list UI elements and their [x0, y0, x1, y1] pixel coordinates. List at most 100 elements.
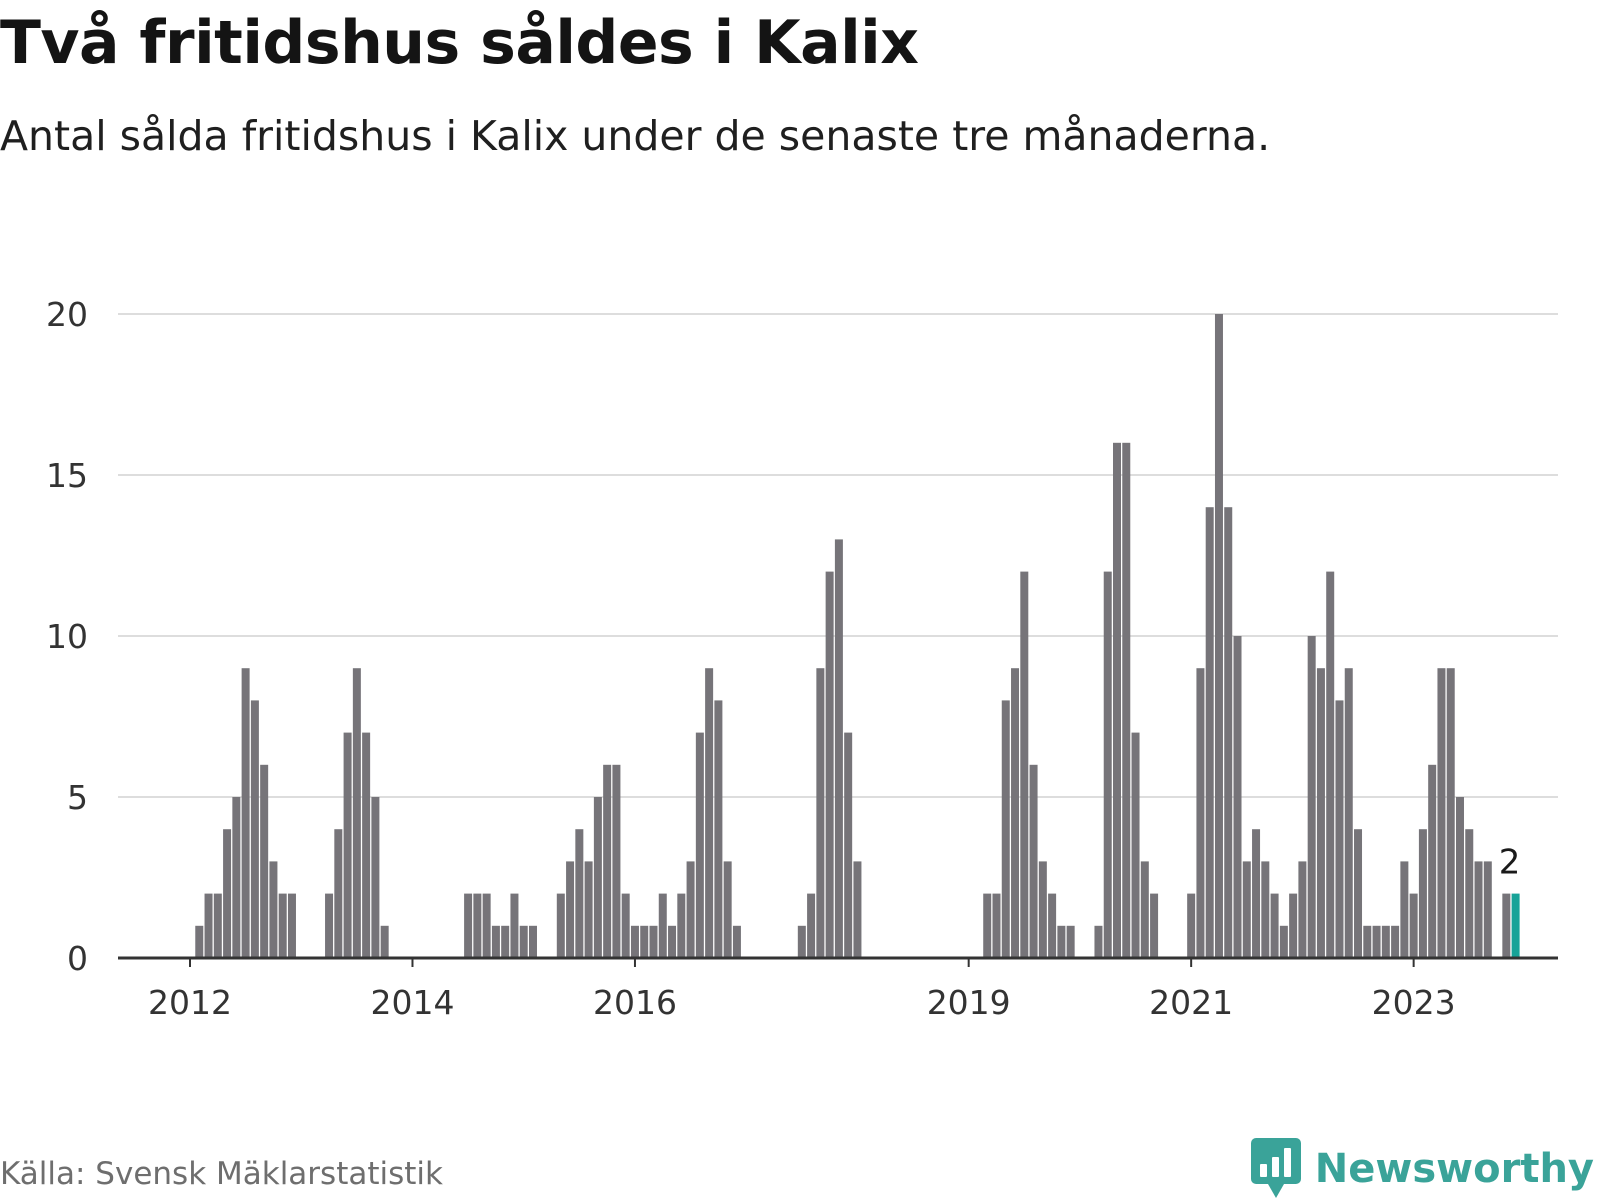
bar [1289, 893, 1298, 958]
bar [501, 925, 510, 958]
y-tick-label: 0 [67, 939, 88, 978]
bar [1113, 442, 1121, 958]
bar [714, 700, 723, 958]
bar [1465, 829, 1474, 958]
bar [844, 732, 853, 958]
bar [1103, 571, 1112, 958]
bar [269, 861, 278, 958]
y-tick-label: 5 [67, 778, 88, 817]
bar [1344, 668, 1353, 958]
source-note: Källa: Svensk Mäklarstatistik [0, 1156, 443, 1192]
bar [519, 925, 528, 958]
bar [1252, 829, 1261, 958]
bar [1446, 668, 1455, 958]
bar [1381, 925, 1390, 958]
x-tick-label: 2019 [927, 983, 1011, 1022]
bar [732, 925, 741, 958]
bar [1326, 571, 1335, 958]
bar [1455, 797, 1464, 958]
bar [807, 893, 816, 958]
bar [1307, 636, 1316, 958]
bar [1483, 861, 1492, 958]
chart-title: Två fritidshus såldes i Kalix [0, 8, 919, 78]
bar [213, 893, 222, 958]
bar [1242, 861, 1251, 958]
bar [612, 764, 621, 958]
bar [380, 925, 389, 958]
bar [1261, 861, 1270, 958]
y-tick-label: 20 [46, 295, 88, 334]
x-tick-label: 2012 [148, 983, 232, 1022]
bar [1140, 861, 1149, 958]
bar [853, 861, 862, 958]
bar [834, 539, 843, 958]
bar [649, 925, 658, 958]
bar [1048, 893, 1057, 958]
chart-subtitle: Antal sålda fritidshus i Kalix under de … [0, 112, 1271, 160]
bar [223, 829, 232, 958]
bar [1011, 668, 1020, 958]
bar [1437, 668, 1446, 958]
bar [1363, 925, 1372, 958]
bars [195, 314, 1520, 958]
bar [1391, 925, 1400, 958]
bar [575, 829, 584, 958]
bar [1020, 571, 1029, 958]
bar [334, 829, 343, 958]
bar [510, 893, 519, 958]
bar [1187, 893, 1196, 958]
bar [1001, 700, 1010, 958]
bar-highlight [1511, 893, 1520, 958]
bar [473, 893, 482, 958]
bar [621, 893, 630, 958]
bar [1094, 925, 1103, 958]
bar [1224, 507, 1233, 958]
bar [816, 668, 825, 958]
bar [983, 893, 992, 958]
bar [1066, 925, 1075, 958]
bar [992, 893, 1001, 958]
bar [204, 893, 213, 958]
y-tick-label: 15 [46, 456, 88, 495]
bar [1122, 442, 1131, 958]
bar [1214, 314, 1223, 958]
bar [640, 925, 649, 958]
bar [1029, 764, 1038, 958]
bar [1354, 829, 1363, 958]
bar [705, 668, 714, 958]
bar [1279, 925, 1288, 958]
bar [593, 797, 602, 958]
bar [491, 925, 500, 958]
bar [1418, 829, 1427, 958]
brand-logo: Newsworthy [1250, 1138, 1594, 1200]
bar [250, 700, 259, 958]
bar [1131, 732, 1140, 958]
bar [464, 893, 473, 958]
bar [686, 861, 695, 958]
bar [241, 668, 250, 958]
x-tick-label: 2014 [370, 983, 454, 1022]
bar [287, 893, 296, 958]
highlight-data-label: 2 [1499, 843, 1521, 883]
bar [278, 893, 287, 958]
newsworthy-logo-icon [1250, 1138, 1301, 1198]
axes [118, 956, 1558, 967]
labels: 0 5 10 15 20 2012 2014 2016 2019 2021 2023 2 [46, 295, 1520, 1022]
bar [343, 732, 352, 958]
bar [325, 893, 334, 958]
bar [797, 925, 806, 958]
bar [371, 797, 380, 958]
x-tick-label: 2021 [1149, 983, 1233, 1022]
bar [482, 893, 491, 958]
bar [603, 764, 612, 958]
bar [1233, 636, 1242, 958]
bar [566, 861, 575, 958]
bar [556, 893, 565, 958]
bar [1038, 861, 1047, 958]
bar [1400, 861, 1409, 958]
bar [528, 925, 537, 958]
bar [1205, 507, 1214, 958]
y-tick-label: 10 [46, 617, 88, 656]
x-tick-label: 2016 [593, 983, 677, 1022]
